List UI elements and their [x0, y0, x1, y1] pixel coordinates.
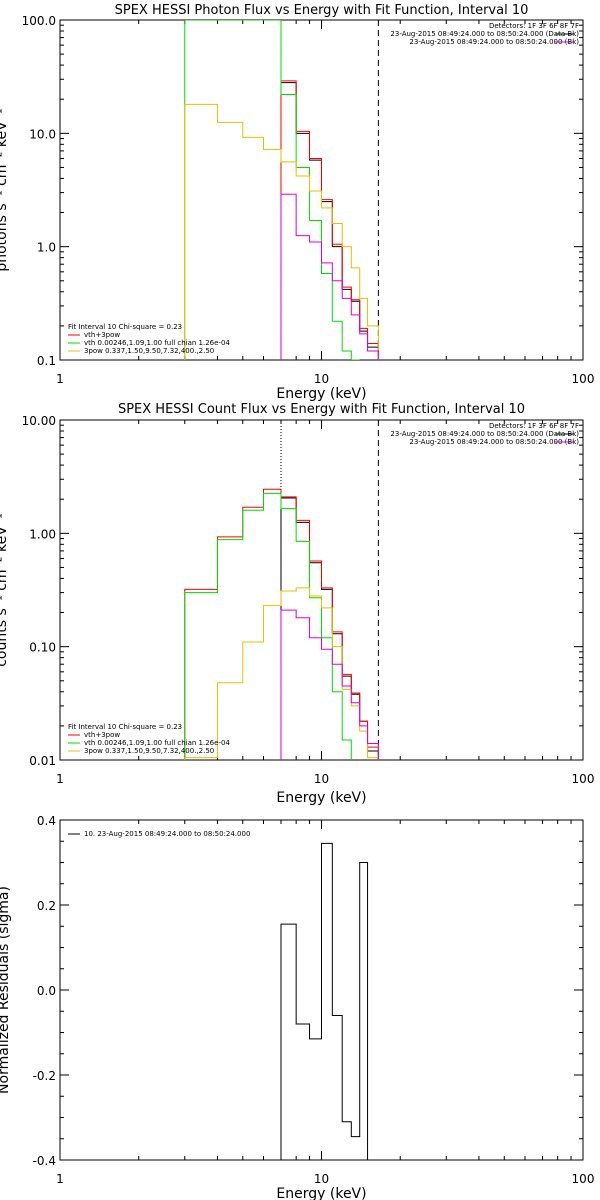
legend-label: Fit Interval 10 Chi-square = 0.23 — [68, 723, 182, 731]
photon-flux-panel: SPEX HESSI Photon Flux vs Energy with Fi… — [0, 3, 594, 402]
header-line: Detectors: 1F 3F 6F 8F 7F — [489, 422, 579, 430]
header-line: 23-Aug-2015 08:49:24.000 to 08:50:24.000… — [409, 38, 579, 46]
legend-label: Fit Interval 10 Chi-square = 0.23 — [68, 323, 182, 331]
legend-label: vth 0.00246,1.09,1.00 full chian 1.26e-0… — [84, 739, 230, 747]
legend-label: 10. 23-Aug-2015 08:49:24.000 to 08:50:24… — [84, 830, 250, 838]
series-10-23-aug-2015-08-49-24-000-to-08-50-24-000 — [280, 842, 379, 1160]
header-line: 23-Aug-2015 08:49:24.000 to 08:50:24.000… — [409, 438, 579, 446]
header-line: Detectors: 1F 3F 6F 8F 7F — [489, 22, 579, 30]
y-axis-label: counts s⁻¹ cm⁻² keV⁻¹ — [0, 513, 10, 667]
series-line — [184, 492, 352, 760]
y-tick-label: -0.2 — [33, 1069, 56, 1083]
legend-label: 3pow 0.337,1.50,9.50,7.32,400.,2.50 — [84, 747, 214, 755]
y-tick-label: 0.4 — [37, 814, 56, 828]
series-line — [184, 20, 360, 360]
x-tick-label: 1 — [56, 772, 64, 786]
series-data-bk — [280, 82, 379, 360]
series-3pow — [184, 103, 379, 360]
header-line: 23-Aug-2015 08:49:24.000 to 08:50:24.000… — [390, 430, 579, 438]
x-tick-label: 100 — [572, 372, 595, 386]
series-bk — [280, 609, 379, 760]
x-tick-label: 1 — [56, 1172, 64, 1186]
legend-label: vth 0.00246,1.09,1.00 full chian 1.26e-0… — [84, 339, 230, 347]
legend-label: vth+3pow — [84, 331, 120, 339]
plot-area — [280, 842, 379, 1160]
series-line — [280, 193, 379, 360]
x-axis-label: Energy (keV) — [276, 790, 366, 806]
chart-title: SPEX HESSI Photon Flux vs Energy with Fi… — [115, 3, 529, 18]
header-line: 23-Aug-2015 08:49:24.000 to 08:50:24.000… — [390, 30, 579, 38]
x-tick-label: 10 — [314, 772, 329, 786]
y-axis-label: photons s⁻¹ cm⁻² keV⁻¹ — [0, 108, 10, 271]
series-bk — [280, 193, 379, 360]
series-line — [184, 103, 379, 360]
series-line — [280, 842, 379, 1160]
plot-frame — [59, 419, 584, 761]
legend-label: 3pow 0.337,1.50,9.50,7.32,400.,2.50 — [84, 347, 214, 355]
y-tick-label: 0.2 — [37, 899, 56, 913]
y-tick-label: 1.00 — [29, 527, 56, 541]
y-tick-label: -0.4 — [33, 1154, 56, 1168]
y-tick-label: 0.0 — [37, 984, 56, 998]
y-tick-label: 1.0 — [37, 241, 56, 255]
series-line — [280, 82, 379, 360]
series-vth — [184, 20, 360, 360]
x-axis-label: Energy (keV) — [276, 386, 366, 402]
series-line — [184, 488, 379, 760]
y-tick-label: 0.1 — [37, 354, 56, 368]
chart-title: SPEX HESSI Count Flux vs Energy with Fit… — [118, 402, 525, 417]
y-tick-label: 10.0 — [29, 127, 56, 141]
y-tick-label: 10.00 — [22, 414, 56, 428]
series-vth-3pow — [280, 80, 379, 360]
residuals-panel: Energy (keV) Normalized Residuals (sigma)… — [0, 814, 594, 1200]
series-vth — [184, 492, 352, 760]
x-axis-label: Energy (keV) — [276, 1186, 366, 1200]
x-tick-label: 100 — [572, 1172, 595, 1186]
plot-area — [184, 488, 379, 760]
series-vth-3pow — [184, 488, 379, 760]
y-tick-label: 0.01 — [29, 754, 56, 768]
series-line — [280, 609, 379, 760]
legend-label: vth+3pow — [84, 731, 120, 739]
x-tick-label: 100 — [572, 772, 595, 786]
y-axis-label: Normalized Residuals (sigma) — [0, 886, 12, 1094]
plot-area — [184, 20, 379, 360]
x-tick-label: 1 — [56, 372, 64, 386]
x-tick-label: 10 — [314, 1172, 329, 1186]
y-tick-label: 0.10 — [29, 641, 56, 655]
x-tick-label: 10 — [314, 372, 329, 386]
y-tick-label: 100.0 — [22, 14, 56, 28]
series-line — [280, 80, 379, 360]
count-flux-panel: SPEX HESSI Count Flux vs Energy with Fit… — [0, 402, 594, 806]
